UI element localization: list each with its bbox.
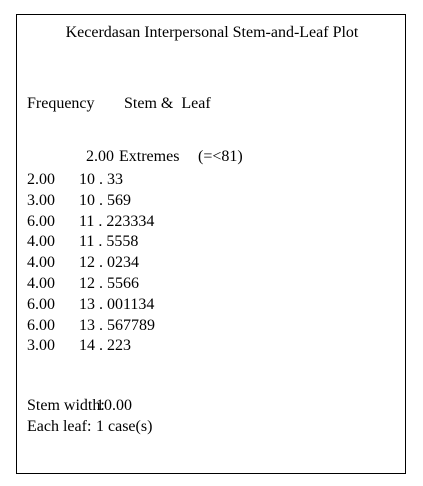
row-stem-leaf: 12 . 5566 (79, 275, 139, 292)
header-frequency: Frequency (27, 95, 95, 112)
row-frequency: 4.00 (27, 233, 55, 251)
extremes-frequency: 2.00 (86, 148, 114, 165)
row-frequency: 4.00 (27, 275, 55, 292)
row-frequency: 6.00 (27, 212, 55, 230)
row-stem-leaf: 11 . 223334 (79, 212, 155, 230)
row-stem-leaf: 13 . 567789 (79, 316, 155, 334)
row-stem-leaf: 10 . 569 (79, 191, 131, 209)
footer-value: 1 case(s) (96, 418, 153, 435)
row-frequency: 2.00 (27, 171, 55, 188)
row-frequency: 3.00 (27, 337, 55, 355)
footer-value: 10.00 (96, 397, 132, 414)
row-frequency: 6.00 (27, 295, 55, 313)
row-frequency: 3.00 (27, 191, 55, 209)
row-stem-leaf: 11 . 5558 (79, 233, 139, 251)
row-stem-leaf: 10 . 33 (79, 171, 123, 188)
row-frequency: 6.00 (27, 316, 55, 334)
footer-label: Stem width: (27, 397, 105, 414)
extremes-label: Extremes (119, 148, 180, 165)
footer-label: Each leaf: (27, 418, 92, 435)
plot-title: Kecerdasan Interpersonal Stem-and-Leaf P… (65, 24, 359, 41)
row-stem-leaf: 12 . 0234 (79, 254, 139, 272)
extremes-range: (=<81) (198, 148, 243, 165)
header-stem-leaf: Stem & Leaf (124, 95, 211, 112)
row-frequency: 4.00 (27, 254, 55, 272)
output-panel: Kecerdasan Interpersonal Stem-and-Leaf P… (16, 14, 406, 474)
row-stem-leaf: 14 . 223 (79, 337, 131, 355)
row-stem-leaf: 13 . 001134 (79, 295, 155, 313)
